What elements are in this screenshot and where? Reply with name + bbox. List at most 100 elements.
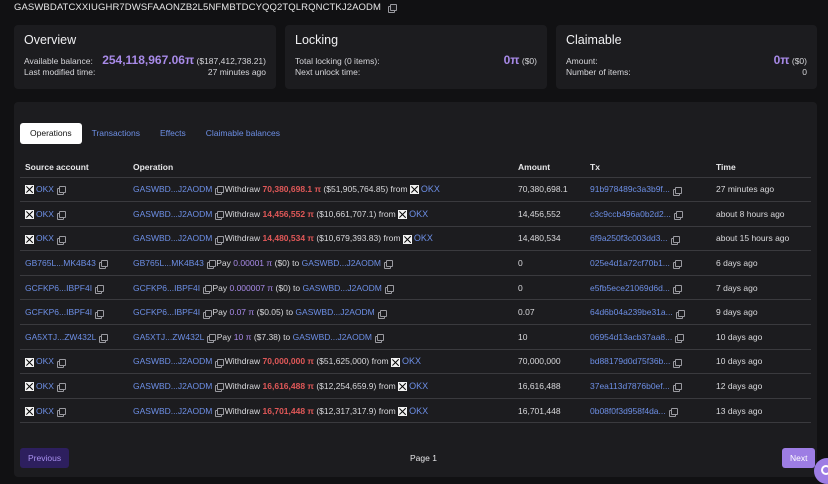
copy-icon[interactable] [56, 358, 66, 368]
operation-from-link[interactable]: GASWBD...J2AODM [133, 356, 213, 367]
copy-icon[interactable] [99, 334, 109, 344]
previous-page-button[interactable]: Previous [20, 448, 70, 468]
copy-icon[interactable] [672, 284, 682, 294]
source-account-cell: OKX [20, 177, 128, 203]
source-account-link[interactable]: GA5XTJ...ZW432L [25, 331, 97, 342]
copy-icon[interactable] [215, 358, 225, 368]
operation-to-link[interactable]: OKX [413, 233, 433, 244]
copy-icon[interactable] [672, 383, 682, 393]
copy-icon[interactable] [384, 284, 394, 294]
operation-cell: GCFKP6...IBPF4I Pay 0.07 π ($0.05) to GA… [128, 299, 513, 326]
source-account-link[interactable]: OKX [36, 233, 54, 244]
operation-to-link[interactable]: OKX [409, 380, 429, 391]
copy-icon[interactable] [98, 260, 108, 270]
copy-icon[interactable] [215, 186, 225, 196]
operation-to-link[interactable]: OKX [409, 405, 429, 416]
copy-icon[interactable] [56, 186, 66, 196]
operation-usd: ($51,625,000) [316, 356, 370, 367]
copy-icon[interactable] [215, 235, 225, 245]
copy-icon[interactable] [377, 309, 387, 319]
tx-hash-link[interactable]: 91b978489c3a3b9f... [590, 184, 670, 195]
copy-icon[interactable] [206, 260, 216, 270]
copy-icon[interactable] [203, 309, 213, 319]
copy-icon[interactable] [56, 407, 66, 417]
operation-amount: 14,456,552 π [262, 208, 314, 219]
time-cell: 12 days ago [711, 373, 811, 399]
copy-icon[interactable] [675, 309, 685, 319]
tx-hash-link[interactable]: bd88179d0d75f36b... [590, 356, 671, 367]
tx-hash-link[interactable]: 37ea113d7876b0ef... [590, 381, 670, 392]
next-page-button[interactable]: Next [782, 448, 816, 468]
operation-from-link[interactable]: GB765L...MK4B43 [133, 258, 204, 269]
operation-to-link[interactable]: GASWBD...J2AODM [292, 331, 372, 342]
operation-from-link[interactable]: GCFKP6...IBPF4I [133, 282, 201, 293]
source-account-link[interactable]: GB765L...MK4B43 [25, 258, 96, 269]
operation-from-link[interactable]: GCFKP6...IBPF4I [133, 307, 201, 318]
tab-transactions[interactable]: Transactions [91, 128, 140, 138]
tx-hash-link[interactable]: c3c9ccb496a0b2d2... [590, 208, 671, 219]
operation-to-link[interactable]: OKX [420, 184, 440, 195]
operation-cell: GA5XTJ...ZW432L Pay 10 π ($7.38) to GASW… [128, 324, 513, 350]
locking-title: Locking [295, 33, 339, 47]
operation-from-link[interactable]: GASWBD...J2AODM [133, 405, 213, 416]
operation-from-link[interactable]: GA5XTJ...ZW432L [133, 331, 205, 342]
floating-action-button[interactable] [814, 458, 828, 484]
copy-icon[interactable] [207, 334, 217, 344]
okx-logo-icon [25, 406, 34, 416]
operation-from-link[interactable]: GASWBD...J2AODM [133, 233, 213, 244]
copy-icon[interactable] [374, 334, 384, 344]
total-locking-row: Total locking (0 items): 0π ($0) [295, 53, 537, 67]
source-account-link[interactable]: OKX [36, 208, 54, 219]
copy-icon[interactable] [383, 260, 393, 270]
copy-icon[interactable] [673, 211, 683, 221]
operation-to-link[interactable]: GASWBD...J2AODM [295, 307, 375, 318]
copy-icon[interactable] [56, 211, 66, 221]
copy-icon[interactable] [95, 309, 105, 319]
overview-card: Overview Available balance: 254,118,967.… [14, 25, 276, 89]
operation-to-link[interactable]: OKX [409, 208, 429, 219]
copy-icon[interactable] [672, 260, 682, 270]
tx-hash-link[interactable]: 0b08f0f3d958f4da... [590, 405, 666, 416]
operation-from-link[interactable]: GASWBD...J2AODM [133, 380, 213, 391]
operation-cell: GASWBD...J2AODM Withdraw 16,701,448 π ($… [128, 398, 513, 424]
source-account-cell: GCFKP6...IBPF4I [20, 275, 128, 301]
copy-icon[interactable] [215, 383, 225, 393]
tx-hash-link[interactable]: 025e4d1a72cf70b1... [590, 258, 670, 269]
copy-icon[interactable] [215, 211, 225, 221]
source-account-link[interactable]: OKX [36, 380, 54, 391]
copy-icon[interactable] [56, 235, 66, 245]
copy-address-icon[interactable] [388, 4, 397, 13]
copy-icon[interactable] [215, 407, 225, 417]
copy-icon[interactable] [673, 358, 683, 368]
source-account-link[interactable]: OKX [36, 184, 54, 195]
copy-icon[interactable] [670, 235, 680, 245]
tx-hash-link[interactable]: 6f9a250f3c003dd3... [590, 233, 668, 244]
copy-icon[interactable] [56, 383, 66, 393]
source-account-link[interactable]: GCFKP6...IBPF4I [25, 307, 93, 318]
tab-operations[interactable]: Operations [20, 123, 82, 144]
tx-hash-link[interactable]: 06954d13acb37aa8... [590, 331, 673, 342]
tab-effects[interactable]: Effects [159, 128, 186, 138]
copy-icon[interactable] [668, 407, 678, 417]
copy-icon[interactable] [675, 334, 685, 344]
operation-to-link[interactable]: GASWBD...J2AODM [302, 282, 382, 293]
tab-claimable-balances[interactable]: Claimable balances [205, 128, 280, 138]
available-balance-label: Available balance: [24, 56, 93, 66]
copy-icon[interactable] [203, 284, 213, 294]
operation-amount: 70,000,000 π [262, 356, 314, 367]
operation-to-link[interactable]: OKX [402, 356, 422, 367]
operation-to-link[interactable]: GASWBD...J2AODM [301, 258, 381, 269]
operation-from-link[interactable]: GASWBD...J2AODM [133, 208, 213, 219]
source-account-link[interactable]: OKX [36, 356, 54, 367]
copy-icon[interactable] [95, 284, 105, 294]
tx-hash-link[interactable]: 64d6b04a239be31a... [590, 307, 673, 318]
source-account-cell: OKX [20, 226, 128, 252]
source-account-link[interactable]: OKX [36, 405, 54, 416]
tx-hash-link[interactable]: e5fb5ece21069d6d... [590, 282, 670, 293]
copy-icon[interactable] [672, 186, 682, 196]
source-account-link[interactable]: GCFKP6...IBPF4I [25, 282, 93, 293]
operation-type: Withdraw [224, 356, 261, 367]
operation-amount: 16,616,488 π [262, 380, 314, 391]
operation-from-link[interactable]: GASWBD...J2AODM [133, 184, 213, 195]
column-amount: Amount [513, 158, 585, 178]
